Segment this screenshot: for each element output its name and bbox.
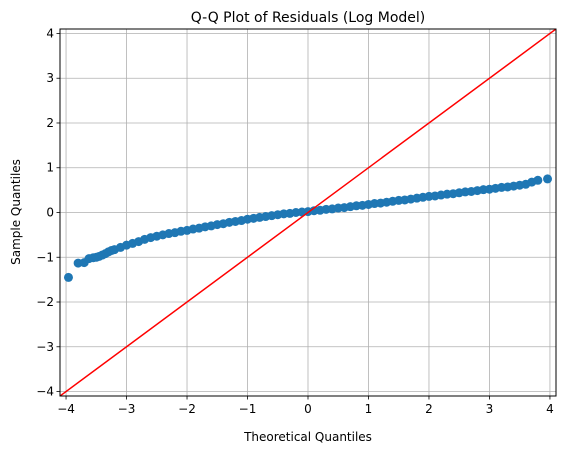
x-tick-label: 4 — [546, 402, 554, 416]
y-tick-label: 4 — [46, 26, 54, 40]
x-axis-label: Theoretical Quantiles — [243, 430, 372, 444]
x-tick-label: −1 — [239, 402, 257, 416]
y-tick-label: 2 — [46, 116, 54, 130]
x-tick-label: 1 — [365, 402, 373, 416]
sample-point — [533, 175, 543, 185]
grid — [60, 29, 556, 396]
reference-line — [60, 29, 556, 396]
y-tick-label: 1 — [46, 161, 54, 175]
x-tick-label: −4 — [57, 402, 75, 416]
x-tick-label: −2 — [178, 402, 196, 416]
reference-line-group — [60, 29, 556, 396]
y-tick-label: −3 — [36, 340, 54, 354]
y-tick-label: −4 — [36, 385, 54, 399]
x-tick-label: 2 — [425, 402, 433, 416]
y-tick-label: −2 — [36, 295, 54, 309]
chart-title: Q-Q Plot of Residuals (Log Model) — [191, 10, 426, 26]
y-tick-label: −1 — [36, 250, 54, 264]
y-tick-label: 3 — [46, 71, 54, 85]
x-tick-label: 3 — [486, 402, 494, 416]
y-tick-label: 0 — [46, 206, 54, 220]
sample-point — [63, 272, 73, 282]
axis-ticks: −4 −3 −2 −1 0 1 2 3 4 −4 −3 −2 −1 0 1 2 3 4 — [36, 26, 553, 416]
sample-point — [543, 174, 553, 184]
sample-points — [63, 174, 553, 282]
y-axis-label: Sample Quantiles — [9, 159, 23, 265]
x-tick-label: 0 — [304, 402, 312, 416]
x-tick-label: −3 — [118, 402, 136, 416]
